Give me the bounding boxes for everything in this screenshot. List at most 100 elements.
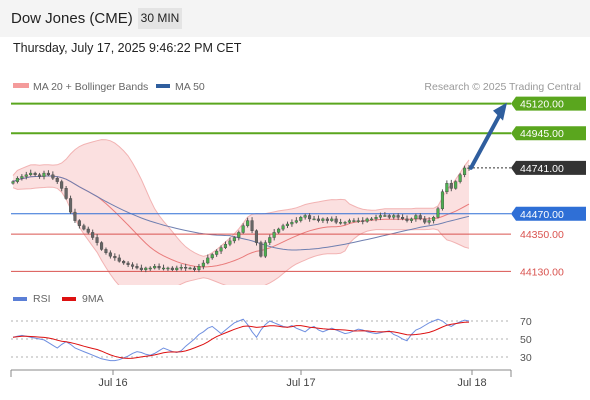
level-label-44945.00: 44945.00 — [520, 128, 564, 140]
candle-body — [325, 218, 329, 221]
ma9-legend-swatch — [62, 297, 76, 301]
forecast-arrow — [469, 110, 503, 170]
candle-body — [51, 174, 55, 179]
candle-body — [339, 222, 343, 224]
candle-body — [215, 250, 219, 255]
candle-body — [405, 218, 409, 221]
level-tag-44470.00 — [511, 206, 586, 221]
candle-body — [68, 198, 73, 213]
candle-body — [175, 267, 179, 270]
candle-body — [401, 216, 405, 220]
ma20-legend-swatch — [13, 83, 29, 88]
candle-body — [387, 215, 391, 218]
candle-body — [237, 232, 241, 238]
rsi-line — [12, 318, 470, 362]
ma50-legend-label: MA 50 — [175, 81, 205, 93]
candle-body — [445, 183, 449, 193]
level-tag-44741.00 — [511, 160, 586, 175]
candle-body — [99, 242, 104, 250]
candle-body — [374, 216, 378, 220]
candle-body — [440, 191, 445, 209]
candle-body — [157, 266, 161, 269]
rsi-legend-swatch — [13, 297, 27, 301]
candle-body — [210, 254, 214, 259]
level-label-44741.00: 44741.00 — [520, 163, 564, 175]
candle-body — [454, 181, 458, 189]
candle-body — [219, 247, 223, 252]
candle-body — [290, 222, 294, 225]
candle-body — [161, 267, 166, 270]
x-tick-label: Jul 17 — [286, 377, 315, 389]
candle-body — [356, 220, 360, 222]
rsi-tick-30: 30 — [520, 352, 532, 364]
candle-body — [95, 237, 99, 243]
candle-body — [254, 230, 259, 243]
ma20-legend-label: MA 20 + Bollinger Bands — [33, 81, 148, 93]
candle-body — [15, 177, 20, 182]
instrument-title: Dow Jones (CME) — [11, 10, 133, 27]
candle-body — [392, 215, 396, 218]
candle-body — [268, 237, 272, 243]
x-tick-label: Jul 18 — [457, 377, 486, 389]
candle-body — [449, 183, 453, 189]
candle-body — [463, 167, 467, 176]
level-label-44470.00: 44470.00 — [520, 209, 564, 221]
candle-body — [418, 215, 422, 220]
candle-body — [60, 181, 64, 189]
candle-body — [126, 262, 130, 265]
candle-body — [11, 181, 15, 184]
level-tag-44945.00 — [511, 126, 586, 141]
level-label-44350.00: 44350.00 — [520, 229, 564, 241]
candle-body — [46, 172, 50, 176]
candle-body — [33, 172, 37, 176]
candle-body — [192, 267, 197, 270]
candle-body — [108, 252, 112, 257]
candle-body — [179, 267, 183, 269]
candle-body — [409, 218, 414, 221]
candle-body — [144, 267, 148, 270]
candle-body — [135, 266, 139, 269]
ma50-legend-swatch — [156, 84, 170, 88]
timeframe-badge[interactable]: 30 MIN — [138, 8, 182, 29]
candle-body — [206, 257, 210, 264]
candle-body — [241, 225, 245, 233]
candle-body — [166, 267, 170, 270]
candle-body — [330, 218, 334, 221]
candle-body — [86, 228, 90, 233]
candle-body — [352, 220, 356, 222]
candle-body — [285, 223, 290, 226]
candle-body — [396, 215, 400, 218]
candle-body — [184, 267, 188, 269]
candle-body — [272, 232, 276, 238]
candle-body — [321, 218, 325, 221]
candle-body — [383, 215, 387, 217]
ma9-legend-label: 9MA — [82, 293, 104, 305]
candle-body — [334, 218, 338, 223]
rsi-tick-70: 70 — [520, 316, 532, 328]
candle-body — [316, 218, 321, 221]
candle-body — [246, 220, 250, 226]
bollinger-lower — [12, 186, 470, 285]
bollinger-band — [13, 139, 469, 285]
candle-body — [427, 220, 431, 223]
candle-body — [201, 262, 205, 267]
rsi-tick-50: 50 — [520, 334, 532, 346]
candle-body — [148, 267, 152, 270]
x-tick-label: Jul 16 — [98, 377, 127, 389]
candle-body — [91, 232, 95, 238]
candle-body — [42, 172, 46, 177]
candle-body — [277, 228, 281, 233]
candle-body — [55, 177, 59, 182]
candle-body — [188, 267, 192, 270]
candle-body — [117, 257, 121, 262]
candle-body — [281, 225, 285, 230]
candle-body — [423, 218, 427, 223]
candle-body — [228, 240, 232, 245]
candle-body — [73, 211, 77, 221]
candle-body — [365, 218, 369, 222]
candle-body — [250, 220, 254, 232]
level-label-44130.00: 44130.00 — [520, 266, 564, 278]
candle-body — [223, 244, 228, 248]
candle-body — [29, 172, 33, 176]
